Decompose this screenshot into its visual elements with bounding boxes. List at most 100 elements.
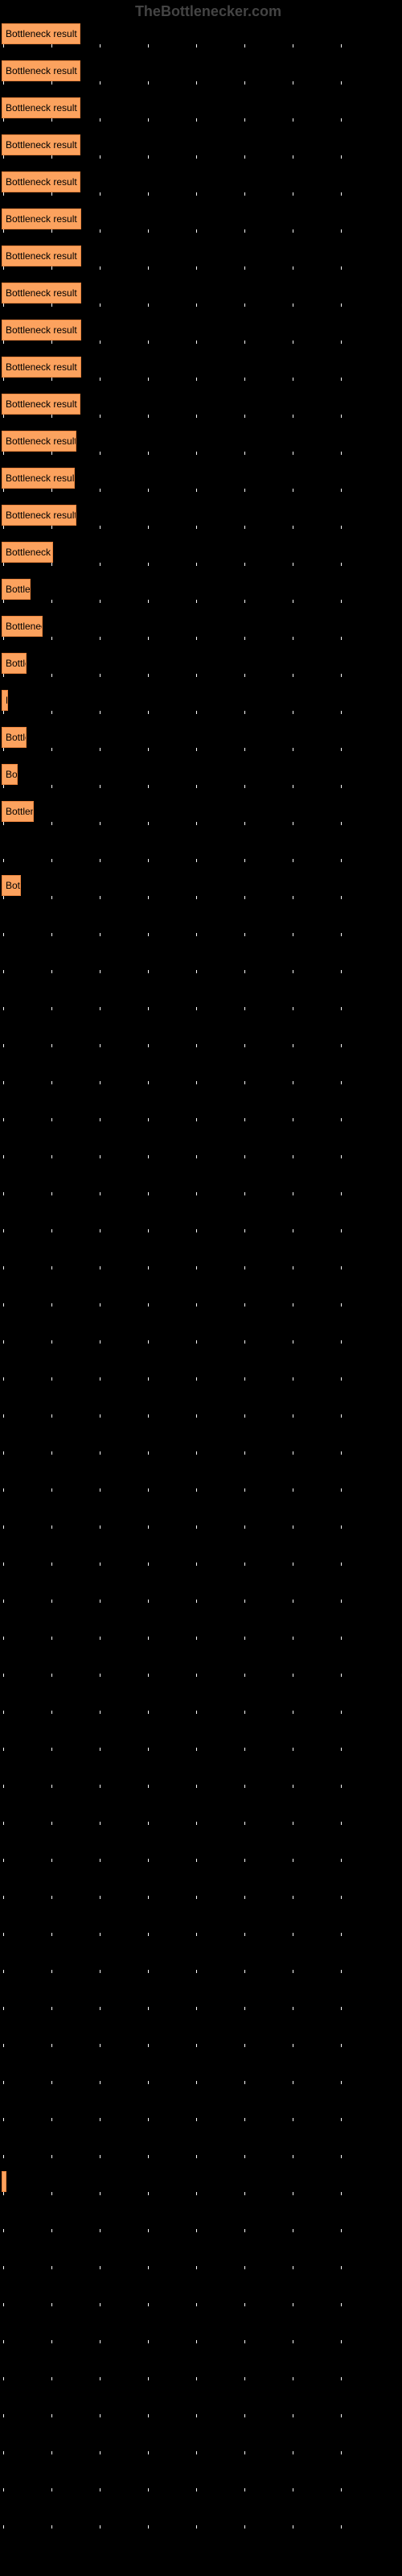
chart-bar: Bottleneck result (2, 23, 80, 44)
chart-row: Bottleneck result (0, 760, 402, 797)
chart-row (0, 1278, 402, 1315)
chart-bar: Bottleneck result (2, 653, 27, 674)
tick-bar (2, 1081, 402, 1093)
chart-row (0, 1760, 402, 1797)
chart-row (0, 2278, 402, 2315)
chart-bar: Bottleneck result (2, 2171, 6, 2192)
tick-bar (2, 2303, 402, 2315)
chart-bar: Bottleneck result (2, 542, 53, 563)
tick-bar (2, 118, 402, 130)
chart-row: Bottleneck result (0, 612, 402, 649)
chart-row (0, 1686, 402, 1723)
chart-row: Bottleneck result (0, 204, 402, 242)
chart-row: Bottleneck result (0, 723, 402, 760)
tick-bar (2, 859, 402, 871)
tick-bar (2, 1970, 402, 1982)
chart-row (0, 2500, 402, 2537)
chart-row: Bottleneck result (0, 316, 402, 353)
chart-row: Bottleneck result (0, 464, 402, 501)
chart-row: Bottleneck result (0, 19, 402, 56)
tick-bar (2, 2118, 402, 2130)
tick-bar (2, 1044, 402, 1056)
chart-row (0, 2093, 402, 2130)
chart-bar: Bottleneck result (2, 801, 34, 822)
tick-bar (2, 1674, 402, 1686)
tick-bar (2, 1488, 402, 1501)
tick-bar (2, 2229, 402, 2241)
chart-row: Bottleneck result (0, 427, 402, 464)
chart-row: Bottleneck result (0, 279, 402, 316)
tick-bar (2, 229, 402, 242)
chart-row (0, 982, 402, 1019)
tick-bar (2, 2377, 402, 2389)
chart-row (0, 1982, 402, 2019)
tick-bar (2, 2488, 402, 2500)
chart-row (0, 1871, 402, 1908)
chart-row: Bottleneck result (0, 649, 402, 686)
chart-bar: Bottleneck result (2, 764, 18, 785)
tick-bar (2, 1933, 402, 1945)
chart-bar: Bottleneck result (2, 320, 81, 341)
chart-row (0, 2056, 402, 2093)
chart-row (0, 1056, 402, 1093)
chart-row (0, 1612, 402, 1649)
tick-bar (2, 2451, 402, 2463)
tick-bar (2, 81, 402, 93)
tick-bar (2, 2525, 402, 2537)
tick-bar (2, 1600, 402, 1612)
chart-row (0, 834, 402, 871)
chart-bar: Bottleneck result (2, 246, 81, 266)
chart-bar: Bottleneck result (2, 97, 80, 118)
chart-row (0, 1352, 402, 1389)
chart-row (0, 1315, 402, 1352)
tick-bar (2, 2266, 402, 2278)
chart-row (0, 1019, 402, 1056)
tick-bar (2, 1377, 402, 1389)
chart-row (0, 1501, 402, 1538)
tick-bar (2, 1563, 402, 1575)
bar-chart: Bottleneck resultBottleneck resultBottle… (0, 19, 402, 2537)
chart-row (0, 1130, 402, 1167)
tick-bar (2, 155, 402, 167)
chart-row (0, 1797, 402, 1834)
chart-row (0, 2426, 402, 2463)
tick-bar (2, 415, 402, 427)
tick-bar (2, 674, 402, 686)
tick-bar (2, 378, 402, 390)
tick-bar (2, 2081, 402, 2093)
tick-bar (2, 1414, 402, 1426)
chart-bar: Bottleneck result (2, 60, 80, 81)
tick-bar (2, 1822, 402, 1834)
tick-bar (2, 2007, 402, 2019)
chart-bar: Bottleneck result (2, 394, 80, 415)
chart-row: Bottleneck result (0, 686, 402, 723)
tick-bar (2, 970, 402, 982)
tick-bar (2, 1192, 402, 1204)
tick-bar (2, 489, 402, 501)
chart-bar: Bottleneck result (2, 208, 81, 229)
tick-bar (2, 452, 402, 464)
tick-bar (2, 822, 402, 834)
tick-bar (2, 1525, 402, 1538)
chart-bar: Bottleneck result (2, 505, 76, 526)
chart-row: Bottleneck result (0, 353, 402, 390)
tick-bar (2, 1896, 402, 1908)
chart-row: Bottleneck result (0, 575, 402, 612)
tick-bar (2, 1118, 402, 1130)
chart-row (0, 2204, 402, 2241)
chart-row: Bottleneck result (0, 501, 402, 538)
chart-row (0, 1426, 402, 1463)
chart-row (0, 2241, 402, 2278)
chart-row (0, 1463, 402, 1501)
chart-bar: Bottleneck result (2, 283, 81, 303)
tick-bar (2, 1785, 402, 1797)
tick-bar (2, 192, 402, 204)
chart-row: Bottleneck result (0, 93, 402, 130)
chart-row (0, 1167, 402, 1204)
chart-row (0, 1723, 402, 1760)
tick-bar (2, 526, 402, 538)
chart-row (0, 1575, 402, 1612)
tick-bar (2, 600, 402, 612)
tick-bar (2, 896, 402, 908)
chart-row (0, 2130, 402, 2167)
